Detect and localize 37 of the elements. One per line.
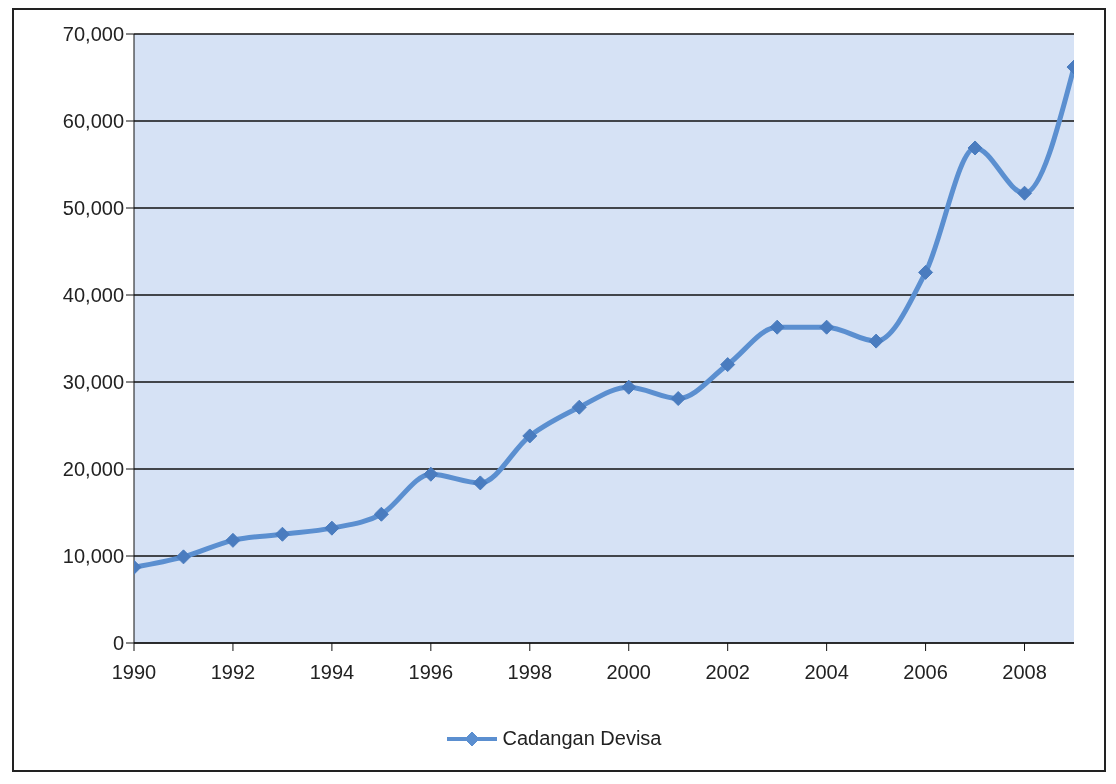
- point: [373, 506, 389, 522]
- x-tick-label: 2004: [804, 661, 849, 684]
- point: [621, 379, 637, 395]
- x-tick-label: 1998: [507, 661, 553, 684]
- point: [967, 140, 983, 156]
- x-tick-label: 2002: [705, 661, 750, 684]
- point: [472, 475, 488, 491]
- point: [324, 520, 340, 536]
- y-tick-label: 10,000: [62, 545, 124, 568]
- point: [175, 549, 191, 565]
- point: [225, 532, 241, 548]
- y-tick-label: 50,000: [62, 197, 124, 220]
- point: [670, 391, 686, 407]
- x-tick-label: 2000: [606, 661, 651, 684]
- x-tick-label: 1992: [210, 661, 256, 684]
- x-tick-label: 1994: [309, 661, 355, 684]
- y-tick-label: 30,000: [62, 371, 124, 394]
- point: [1017, 185, 1033, 201]
- x-tick-label: 1996: [408, 661, 454, 684]
- point: [918, 264, 934, 280]
- point: [274, 526, 290, 542]
- y-tick-label: 0: [112, 632, 124, 655]
- y-tick-label: 20,000: [62, 458, 124, 481]
- point: [423, 466, 439, 482]
- point: [720, 357, 736, 373]
- x-tick-label: 1990: [111, 661, 157, 684]
- point: [769, 319, 785, 335]
- x-tick-label: 2008: [1002, 661, 1047, 684]
- point: [522, 428, 538, 444]
- point: [819, 319, 835, 335]
- point: [868, 333, 884, 349]
- legend-label: Cadangan Devisa: [501, 727, 662, 750]
- y-tick-label: 40,000: [62, 284, 124, 307]
- y-tick-label: 60,000: [62, 110, 124, 133]
- x-tick-label: 2006: [903, 661, 948, 684]
- y-tick-label: 70,000: [62, 23, 124, 46]
- point: [571, 399, 587, 415]
